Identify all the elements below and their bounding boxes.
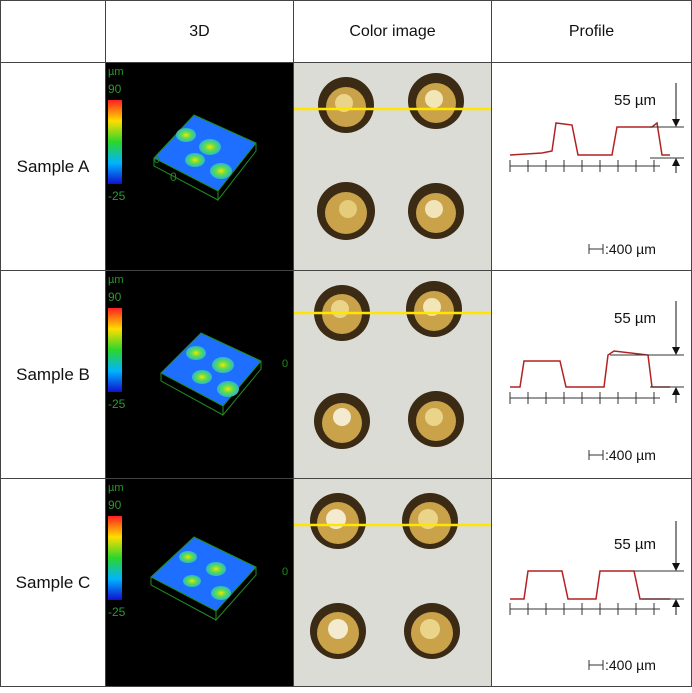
color-image — [294, 479, 491, 686]
height-label: 55 µm — [614, 92, 656, 109]
surface-bump — [179, 551, 197, 563]
surface-edge — [222, 361, 262, 417]
profile-plot: 55 µm :400 µm — [509, 521, 684, 673]
pad — [406, 281, 462, 337]
colorbar-max: 90 — [108, 82, 122, 96]
axis-zero-label: 0 — [170, 170, 177, 184]
colorbar-max: 90 — [108, 290, 122, 304]
surface-plane — [150, 536, 257, 612]
header-profile: Profile — [491, 0, 692, 63]
surface-bump — [212, 357, 234, 373]
arrow-head — [672, 158, 680, 166]
scale-label: :400 µm — [605, 657, 656, 673]
colorbar — [108, 308, 122, 392]
colorbar — [108, 516, 122, 600]
surface-3d-panel: µm 90 -25 0 0 — [105, 62, 294, 271]
color-image-panel — [293, 478, 492, 687]
header-color-image: Color image — [293, 0, 492, 63]
profile-line — [510, 570, 670, 600]
arrow-head — [672, 347, 680, 355]
scale-bar-icon — [588, 450, 604, 460]
profile-plot: 55 µm :400 µm — [509, 301, 684, 463]
arrow-head — [672, 387, 680, 395]
scale-ticks — [509, 160, 655, 172]
sample-row: Sample C µm 90 -25 — [0, 478, 692, 687]
surface-bump — [186, 346, 206, 360]
surface-bump — [185, 153, 205, 167]
colorbar-unit: µm — [108, 274, 124, 286]
colorbar-min: -25 — [108, 397, 126, 411]
arrow-head — [672, 563, 680, 571]
pad — [404, 603, 460, 659]
surface-bump — [206, 562, 226, 576]
pad — [408, 391, 464, 447]
sample-label: Sample B — [0, 270, 106, 479]
surface-edge — [215, 567, 257, 622]
arrow-head — [672, 119, 680, 127]
surface-3d-view: µm 90 -25 0 0 — [108, 66, 257, 203]
surface-edge — [160, 373, 224, 416]
colorbar-min: -25 — [108, 189, 126, 203]
axis-zero-label: 0 — [154, 155, 160, 166]
scale-ticks — [509, 392, 655, 404]
header-3d: 3D — [105, 0, 294, 63]
pad — [408, 73, 464, 129]
surface-edge — [153, 158, 219, 201]
surface-bump — [210, 163, 232, 179]
scale-bar-icon — [588, 660, 604, 670]
scale-ticks — [509, 603, 655, 615]
surface-3d-panel: µm 90 -25 0 — [105, 270, 294, 479]
pad — [310, 493, 366, 549]
profile-panel: 55 µm :400 µm — [491, 62, 692, 271]
sample-label: Sample A — [0, 62, 106, 271]
scale-label: :400 µm — [605, 447, 656, 463]
surface-3d-view: µm 90 -25 0 — [108, 274, 288, 417]
surface-bump — [192, 370, 212, 384]
colorbar — [108, 100, 122, 184]
color-image — [294, 63, 491, 270]
header-row: 3D Color image Profile — [0, 0, 692, 63]
colorbar-min: -25 — [108, 605, 126, 619]
surface-bump — [217, 381, 239, 397]
pad — [408, 183, 464, 239]
color-image — [294, 271, 491, 478]
colorbar-unit: µm — [108, 482, 124, 494]
scale-label: :400 µm — [605, 241, 656, 257]
color-image-panel — [293, 62, 492, 271]
axis-zero-label: 0 — [282, 566, 288, 578]
surface-bump — [211, 586, 231, 600]
profile-panel: 55 µm :400 µm — [491, 478, 692, 687]
surface-bump — [176, 128, 196, 142]
color-image-panel — [293, 270, 492, 479]
surface-bump — [183, 575, 201, 587]
axis-zero-label: 0 — [282, 358, 288, 370]
profile-line — [509, 121, 670, 156]
pad — [402, 493, 458, 549]
pad — [310, 603, 366, 659]
colorbar-max: 90 — [108, 498, 122, 512]
profile-line — [510, 350, 670, 388]
colorbar-unit: µm — [108, 66, 124, 78]
height-label: 55 µm — [614, 310, 656, 327]
sample-label: Sample C — [0, 478, 106, 687]
arrow-head — [672, 599, 680, 607]
height-label: 55 µm — [614, 536, 656, 553]
profile-panel: 55 µm :400 µm — [491, 270, 692, 479]
sample-row: Sample A µm 90 -25 — [0, 62, 692, 271]
surface-plane — [160, 332, 262, 407]
scale-bar-icon — [588, 244, 604, 254]
header-empty — [0, 0, 106, 63]
surface-edge — [217, 143, 257, 202]
profile-plot: 55 µm :400 µm — [509, 83, 684, 257]
pad — [314, 393, 370, 449]
pad — [318, 77, 374, 133]
surface-3d-view: µm 90 -25 0 — [108, 482, 288, 622]
surface-bump — [199, 139, 221, 155]
surface-3d-panel: µm 90 -25 0 — [105, 478, 294, 687]
surface-edge — [150, 577, 217, 621]
sample-row: Sample B µm 90 -25 — [0, 270, 692, 479]
pad — [317, 182, 375, 240]
